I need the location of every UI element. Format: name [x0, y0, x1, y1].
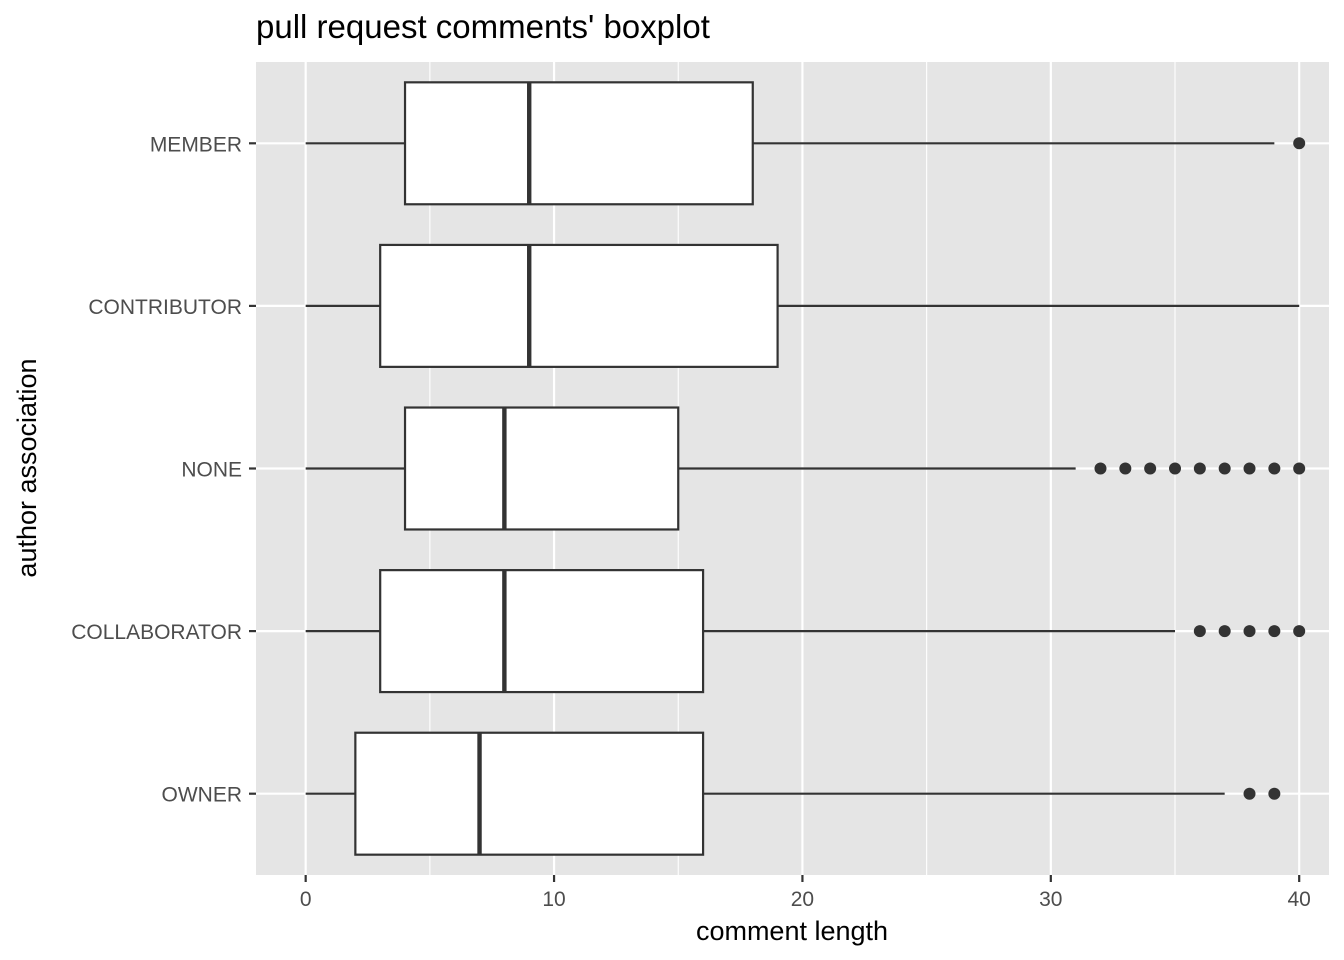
- boxes-layer: [305, 81, 1306, 856]
- outlier-point: [1293, 462, 1306, 475]
- box-group-contributor: [305, 243, 1300, 368]
- y-tick-label: NONE: [181, 459, 242, 482]
- x-tick-label: 20: [791, 888, 814, 911]
- box-iqr: [403, 81, 754, 206]
- box-group-member: [305, 81, 1306, 206]
- box-group-collaborator: [305, 569, 1306, 694]
- y-axis-title: author association: [12, 358, 42, 577]
- box-group-owner: [305, 731, 1281, 856]
- y-tick-label: CONTRIBUTOR: [88, 296, 242, 319]
- box-iqr: [379, 569, 705, 694]
- chart-title: pull request comments' boxplot: [256, 8, 710, 45]
- outlier-point: [1144, 462, 1157, 475]
- y-tick-label: COLLABORATOR: [71, 621, 242, 644]
- y-tick-label: MEMBER: [150, 133, 242, 156]
- outlier-point: [1193, 625, 1206, 638]
- x-tick-label: 40: [1288, 888, 1311, 911]
- outlier-point: [1243, 462, 1256, 475]
- outlier-point: [1119, 462, 1132, 475]
- outlier-point: [1268, 462, 1281, 475]
- outlier-point: [1243, 625, 1256, 638]
- y-tick-label: OWNER: [162, 784, 243, 807]
- outlier-point: [1293, 137, 1306, 150]
- outlier-point: [1293, 625, 1306, 638]
- outlier-point: [1218, 462, 1231, 475]
- x-tick-label: 10: [542, 888, 565, 911]
- box-iqr: [379, 243, 779, 368]
- x-tick-label: 0: [300, 888, 312, 911]
- outlier-point: [1094, 462, 1107, 475]
- outlier-point: [1243, 787, 1256, 800]
- x-axis-title: comment length: [696, 916, 888, 946]
- outlier-point: [1193, 462, 1206, 475]
- x-tick-label: 30: [1039, 888, 1062, 911]
- box-iqr: [354, 731, 705, 856]
- box-group-none: [305, 406, 1306, 531]
- outlier-point: [1268, 625, 1281, 638]
- outlier-point: [1218, 625, 1231, 638]
- box-iqr: [403, 406, 680, 531]
- outlier-point: [1268, 787, 1281, 800]
- axes-layer: 0 10 20 30 40 MEMBER CONTRIBUTOR NONE COLLABORAT…: [71, 133, 1311, 911]
- outlier-point: [1169, 462, 1182, 475]
